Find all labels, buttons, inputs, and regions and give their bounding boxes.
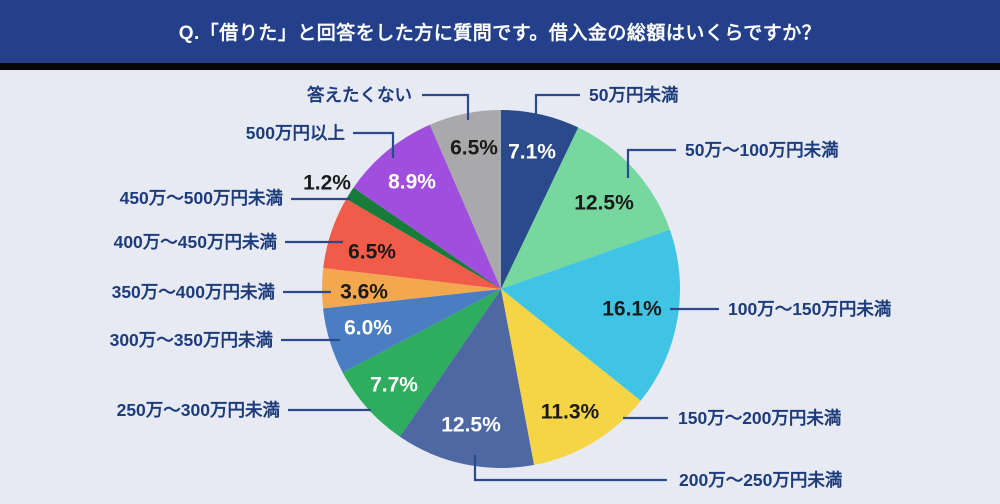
callout-line-11 bbox=[422, 93, 470, 120]
percent-label-2: 16.1% bbox=[602, 298, 662, 321]
category-label-5: 250万～300万円未満 bbox=[117, 400, 281, 420]
category-label-7: 350万～400万円未満 bbox=[112, 282, 276, 302]
header-divider bbox=[0, 63, 1000, 70]
question-title: Q.「借りた」と回答をした方に質問です。借入金の総額はいくらですか？ bbox=[178, 23, 822, 44]
pie-slice-4 bbox=[399, 289, 535, 469]
pie-slice-7 bbox=[321, 267, 501, 309]
callout-line-0 bbox=[534, 93, 580, 114]
category-label-4: 200万～250万円未満 bbox=[679, 470, 843, 490]
pie-slice-9 bbox=[346, 187, 501, 289]
pie-slice-6 bbox=[323, 289, 501, 373]
percent-label-4: 12.5% bbox=[441, 414, 501, 437]
callout-line-10 bbox=[353, 131, 395, 158]
percent-label-11: 6.5% bbox=[450, 137, 498, 160]
pie-chart: 7.1% 50万円未満 12.5% 50万～100万円未満 16.1% 100万～150万… bbox=[110, 85, 892, 490]
category-label-9: 450万～500万円未満 bbox=[120, 188, 284, 208]
pie-slice-2 bbox=[501, 229, 681, 401]
category-label-8: 400万～450万円未満 bbox=[114, 232, 278, 252]
pie-chart-area: 7.1% 50万円未満 12.5% 50万～100万円未満 16.1% 100万～150万… bbox=[0, 70, 1000, 504]
category-label-3: 150万～200万円未満 bbox=[678, 408, 842, 428]
pie-slice-10 bbox=[353, 124, 501, 289]
pie-slice-8 bbox=[323, 199, 501, 289]
percent-label-3: 11.3% bbox=[541, 401, 600, 424]
percent-label-7: 3.6% bbox=[340, 281, 388, 304]
pie-slice-3 bbox=[501, 289, 641, 465]
category-label-0: 50万円未満 bbox=[589, 85, 679, 105]
percent-label-5: 7.7% bbox=[370, 374, 418, 397]
percent-label-10: 8.9% bbox=[388, 171, 436, 194]
pie-slice-0 bbox=[501, 110, 579, 289]
callout-line-1 bbox=[626, 148, 676, 178]
category-label-6: 300万～350万円未満 bbox=[110, 330, 274, 350]
percent-label-6: 6.0% bbox=[344, 317, 392, 340]
category-label-1: 50万～100万円未満 bbox=[685, 140, 839, 160]
callout-line-4 bbox=[473, 455, 667, 482]
percent-label-9: 1.2% bbox=[303, 172, 351, 195]
pie-slice-11 bbox=[429, 110, 501, 289]
percent-label-8: 6.5% bbox=[348, 241, 396, 264]
category-label-2: 100万～150万円未満 bbox=[728, 299, 892, 319]
percent-label-1: 12.5% bbox=[574, 192, 634, 215]
category-label-11: 答えたくない bbox=[307, 85, 412, 105]
category-label-10: 500万円以上 bbox=[246, 123, 345, 143]
question-header: Q.「借りた」と回答をした方に質問です。借入金の総額はいくらですか？ bbox=[0, 0, 1000, 63]
pie-slice-5 bbox=[342, 289, 501, 437]
percent-label-0: 7.1% bbox=[508, 141, 556, 164]
